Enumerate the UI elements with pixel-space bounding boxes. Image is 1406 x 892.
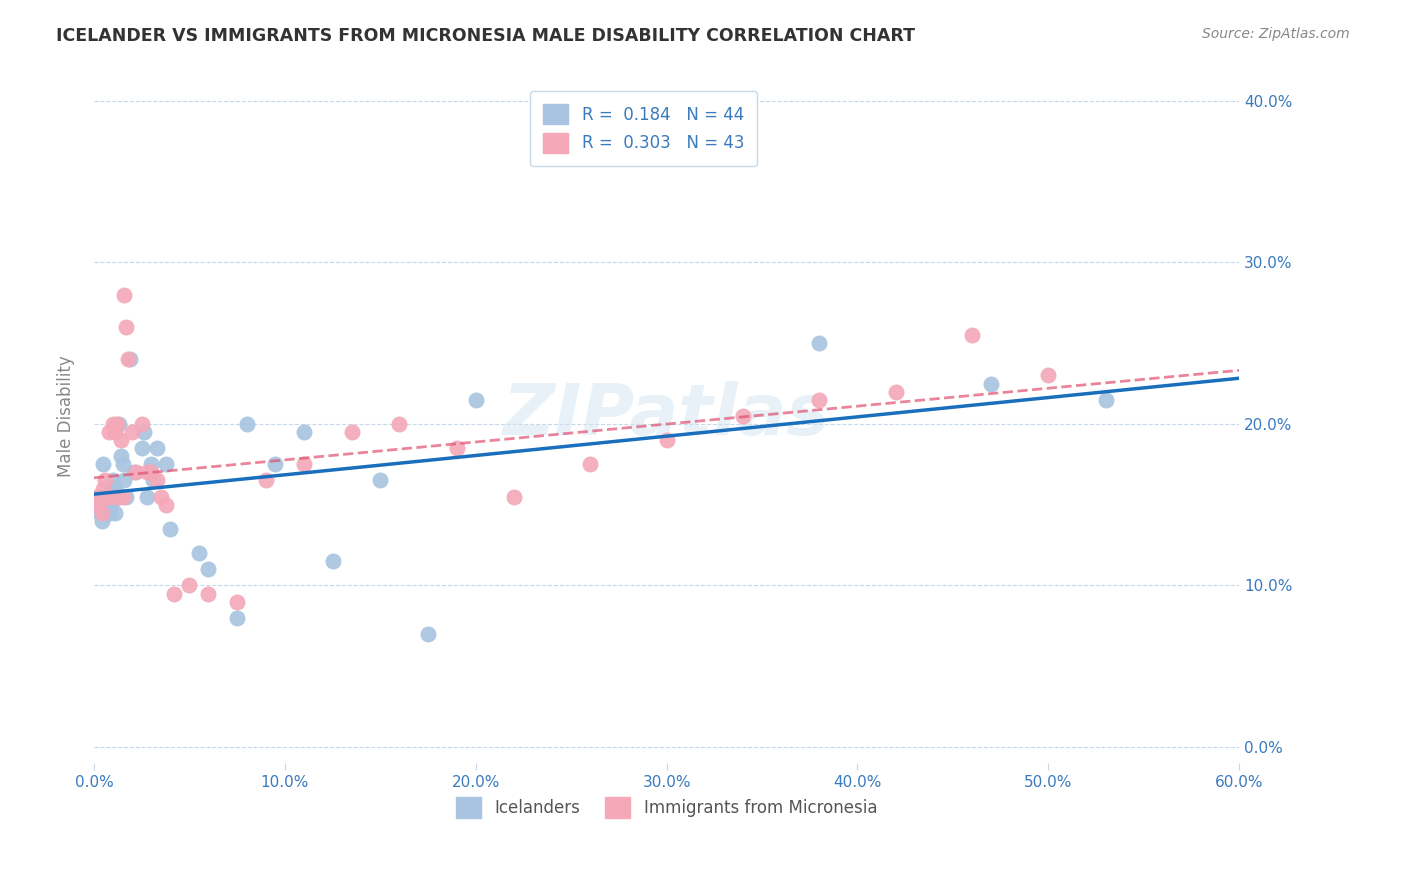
Point	[104, 425, 127, 439]
Point	[101, 490, 124, 504]
Point	[416, 627, 439, 641]
Point	[136, 490, 159, 504]
Point	[146, 441, 169, 455]
Point	[111, 457, 134, 471]
Point	[100, 490, 122, 504]
Point	[98, 506, 121, 520]
Point	[884, 384, 907, 399]
Point	[87, 490, 110, 504]
Point	[87, 498, 110, 512]
Point	[226, 611, 249, 625]
Point	[502, 490, 524, 504]
Point	[120, 352, 142, 367]
Point	[111, 490, 134, 504]
Point	[655, 433, 678, 447]
Point	[93, 457, 115, 471]
Point	[107, 490, 129, 504]
Point	[122, 466, 145, 480]
Point	[105, 490, 128, 504]
Point	[98, 490, 121, 504]
Point	[340, 425, 363, 439]
Point	[446, 441, 468, 455]
Point	[579, 457, 602, 471]
Point	[322, 554, 344, 568]
Point	[149, 490, 172, 504]
Point	[980, 376, 1002, 391]
Point	[136, 466, 159, 480]
Point	[155, 457, 177, 471]
Point	[235, 417, 257, 431]
Point	[132, 425, 155, 439]
Point	[117, 352, 139, 367]
Point	[90, 514, 112, 528]
Point	[101, 474, 124, 488]
Point	[90, 506, 112, 520]
Point	[107, 417, 129, 431]
Point	[89, 506, 111, 520]
Point	[94, 474, 117, 488]
Point	[187, 546, 209, 560]
Text: ZIPatlas: ZIPatlas	[503, 381, 831, 450]
Point	[1094, 392, 1116, 407]
Point	[808, 336, 831, 351]
Point	[142, 474, 165, 488]
Point	[96, 506, 118, 520]
Point	[146, 474, 169, 488]
Point	[105, 417, 128, 431]
Point	[101, 417, 124, 431]
Point	[1038, 368, 1060, 383]
Point	[808, 392, 831, 407]
Point	[464, 392, 486, 407]
Y-axis label: Male Disability: Male Disability	[58, 355, 75, 476]
Point	[197, 586, 219, 600]
Point	[155, 498, 177, 512]
Point	[104, 482, 127, 496]
Point	[98, 425, 121, 439]
Point	[131, 417, 153, 431]
Point	[179, 578, 201, 592]
Point	[264, 457, 287, 471]
Point	[115, 320, 138, 334]
Point	[94, 490, 117, 504]
Point	[96, 490, 118, 504]
Legend: Icelanders, Immigrants from Micronesia: Icelanders, Immigrants from Micronesia	[450, 790, 884, 824]
Point	[131, 441, 153, 455]
Point	[388, 417, 411, 431]
Point	[960, 328, 983, 343]
Point	[104, 506, 127, 520]
Point	[110, 433, 132, 447]
Point	[292, 457, 315, 471]
Point	[141, 457, 163, 471]
Point	[731, 409, 754, 423]
Text: Source: ZipAtlas.com: Source: ZipAtlas.com	[1202, 27, 1350, 41]
Point	[125, 466, 148, 480]
Point	[254, 474, 277, 488]
Point	[89, 490, 111, 504]
Text: ICELANDER VS IMMIGRANTS FROM MICRONESIA MALE DISABILITY CORRELATION CHART: ICELANDER VS IMMIGRANTS FROM MICRONESIA …	[56, 27, 915, 45]
Point	[114, 474, 136, 488]
Point	[368, 474, 391, 488]
Point	[163, 586, 186, 600]
Point	[115, 490, 138, 504]
Point	[226, 594, 249, 608]
Point	[93, 482, 115, 496]
Point	[141, 466, 163, 480]
Point	[292, 425, 315, 439]
Point	[110, 449, 132, 463]
Point	[159, 522, 181, 536]
Point	[100, 498, 122, 512]
Point	[121, 425, 143, 439]
Point	[84, 490, 107, 504]
Point	[114, 287, 136, 301]
Point	[100, 482, 122, 496]
Point	[197, 562, 219, 576]
Point	[96, 498, 118, 512]
